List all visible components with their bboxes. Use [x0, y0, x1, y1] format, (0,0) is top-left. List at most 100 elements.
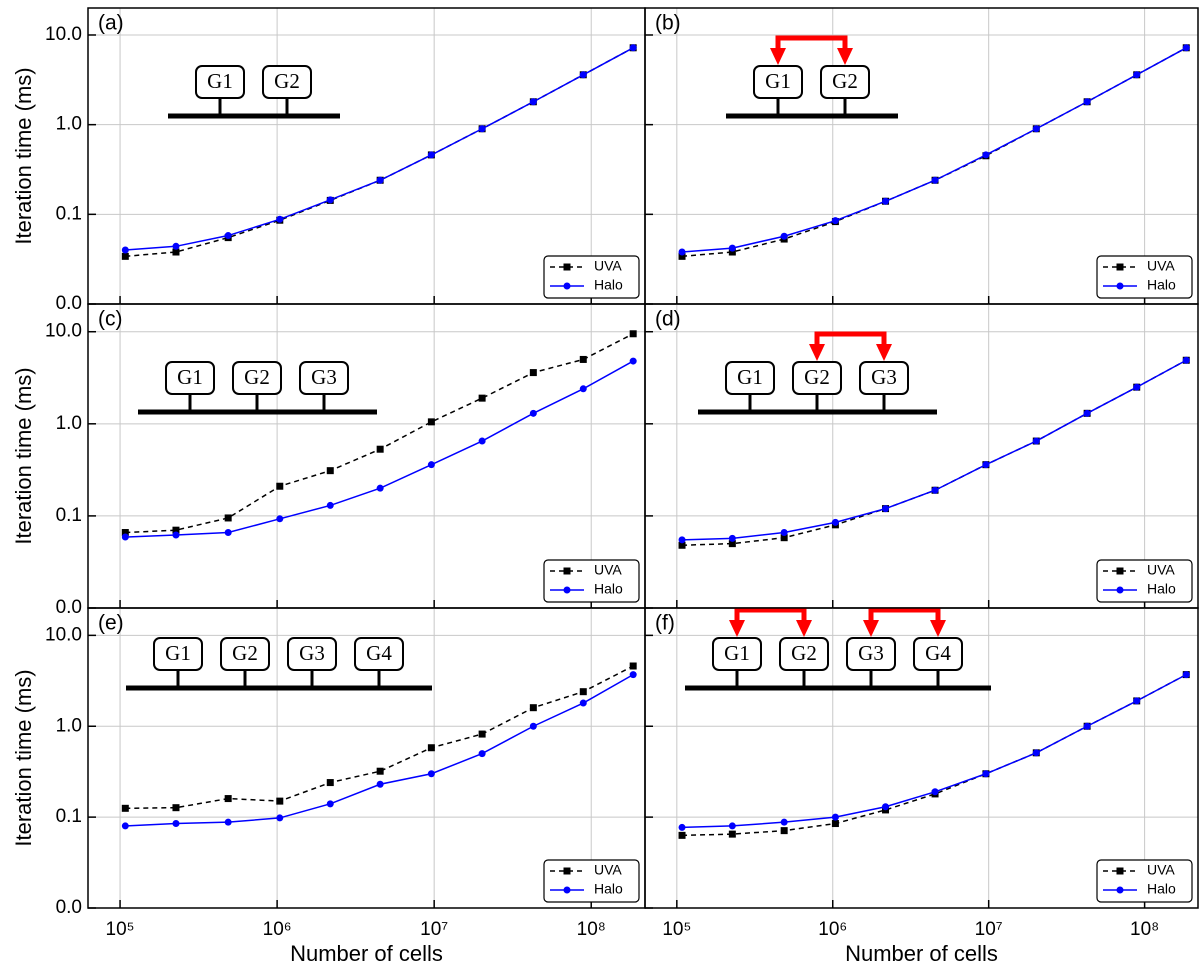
- marker: [529, 369, 537, 377]
- y-tick-label: 0.1: [56, 806, 82, 827]
- gpu-box: [859, 361, 909, 395]
- legend-label: UVA: [594, 862, 622, 878]
- legend-label: Halo: [594, 277, 623, 293]
- marker: [831, 217, 839, 225]
- x-axis-label: Number of cells: [845, 941, 998, 966]
- marker: [629, 662, 637, 670]
- marker: [882, 505, 890, 513]
- arrow-head: [863, 620, 879, 637]
- marker: [427, 151, 435, 159]
- marker: [376, 176, 384, 184]
- marker: [121, 804, 129, 812]
- series-line: [682, 673, 1187, 829]
- legend-marker: [1116, 586, 1124, 594]
- legend-label: UVA: [1147, 862, 1175, 878]
- arrow-head: [809, 344, 825, 361]
- panel-label: (b): [655, 12, 681, 35]
- marker: [831, 518, 839, 526]
- legend-box: [543, 859, 640, 903]
- series-line: [682, 359, 1187, 547]
- marker: [982, 151, 990, 159]
- gpu-label: G2: [791, 641, 817, 665]
- legend-marker: [563, 886, 571, 894]
- plot-frame: [644, 607, 1199, 909]
- link-arrow: [814, 331, 887, 346]
- gpu-label: G2: [244, 365, 270, 389]
- marker: [478, 750, 486, 758]
- gpu-box: [792, 361, 842, 395]
- gpu-box: [753, 65, 803, 99]
- gpu-label: G4: [925, 641, 951, 665]
- marker: [1032, 125, 1040, 133]
- panel-label: (f): [655, 612, 675, 635]
- legend-marker: [1116, 567, 1124, 575]
- legend-box: [543, 255, 640, 299]
- marker: [629, 671, 637, 679]
- panel: 0.0 0.1 1.0 10.0 10⁵ 10⁶ 10⁷ 10⁸ G1 G2 G3 G4 UVA Halo…: [11, 607, 646, 966]
- gpu-box: [220, 637, 270, 671]
- marker: [478, 125, 486, 133]
- y-tick-label: 0.0: [56, 293, 82, 314]
- marker: [728, 830, 736, 838]
- panel: G1 G2 G3 UVA Halo (d): [644, 303, 1199, 609]
- marker: [579, 699, 587, 707]
- y-tick-label: 10.0: [45, 624, 82, 645]
- marker: [728, 540, 736, 548]
- x-tick-label: 10⁶: [263, 919, 292, 940]
- gpu-label: G2: [804, 365, 830, 389]
- marker: [478, 394, 486, 402]
- marker: [882, 803, 890, 811]
- marker: [1133, 697, 1141, 705]
- gpu-box: [153, 637, 203, 671]
- x-tick-label: 10⁶: [818, 919, 847, 940]
- panel-label: (d): [655, 308, 681, 331]
- gpu-label: G1: [724, 641, 750, 665]
- marker: [529, 722, 537, 730]
- legend-label: Halo: [1147, 277, 1176, 293]
- x-tick-label: 10⁷: [975, 919, 1003, 940]
- marker: [931, 176, 939, 184]
- marker: [224, 514, 232, 522]
- marker: [529, 704, 537, 712]
- gpu-label: G1: [207, 69, 233, 93]
- marker: [629, 44, 637, 52]
- gpu-box: [913, 637, 963, 671]
- marker: [780, 232, 788, 240]
- link-arrow: [734, 607, 807, 622]
- marker: [172, 242, 180, 250]
- marker: [427, 744, 435, 752]
- legend-box: [1096, 859, 1193, 903]
- gpu-box: [232, 361, 282, 395]
- gpu-box: [725, 361, 775, 395]
- marker: [529, 409, 537, 417]
- legend-label: UVA: [594, 562, 622, 578]
- marker: [982, 770, 990, 778]
- marker: [780, 827, 788, 835]
- gpu-box: [287, 637, 337, 671]
- marker: [579, 355, 587, 363]
- panel: G1 G2 UVA Halo (b): [644, 7, 1199, 305]
- link-arrow: [868, 607, 941, 622]
- marker: [579, 385, 587, 393]
- marker: [376, 484, 384, 492]
- marker: [780, 529, 788, 537]
- marker: [1182, 44, 1190, 52]
- panel-label: (c): [98, 308, 123, 331]
- marker: [478, 437, 486, 445]
- marker: [629, 357, 637, 365]
- marker: [1182, 356, 1190, 364]
- marker: [678, 831, 686, 839]
- marker: [326, 779, 334, 787]
- marker: [780, 818, 788, 826]
- gpu-box: [779, 637, 829, 671]
- marker: [1032, 437, 1040, 445]
- link-arrow: [775, 35, 848, 50]
- gpu-box: [299, 361, 349, 395]
- legend-label: Halo: [1147, 581, 1176, 597]
- marker: [376, 445, 384, 453]
- legend-marker: [1116, 263, 1124, 271]
- y-axis-label: Iteration time (ms): [11, 367, 36, 544]
- marker: [780, 534, 788, 542]
- y-tick-label: 1.0: [56, 413, 82, 434]
- panel-label: (e): [98, 612, 124, 635]
